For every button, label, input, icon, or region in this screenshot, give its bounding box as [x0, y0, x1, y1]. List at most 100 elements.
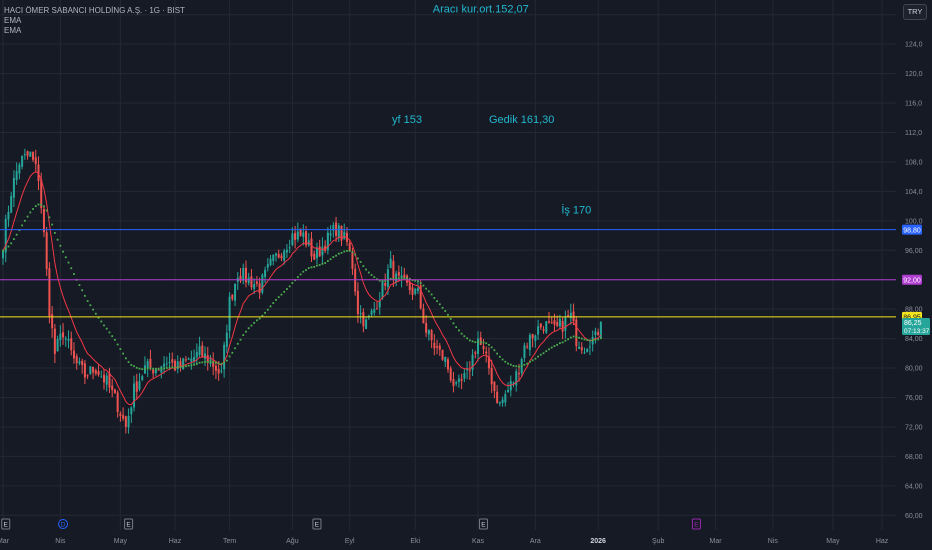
- candle-body: [455, 382, 458, 384]
- candle-body: [266, 264, 269, 268]
- earnings-marker-label: E: [694, 522, 699, 529]
- ema-slow-point: [239, 338, 242, 341]
- ema-slow-point: [567, 338, 570, 341]
- candle-body: [550, 322, 553, 324]
- candle-body: [370, 310, 373, 315]
- candle-body: [247, 277, 250, 284]
- ema-slow-point: [348, 249, 351, 252]
- candle: [528, 332, 531, 356]
- ema-slow-point: [228, 355, 231, 358]
- candle-body: [29, 151, 32, 157]
- ema-slow-point: [515, 365, 518, 368]
- candle-body: [539, 323, 542, 328]
- candle: [113, 388, 116, 394]
- ema-slow-point: [70, 267, 73, 270]
- candle-body: [62, 332, 65, 338]
- candle: [21, 155, 24, 170]
- candle-body: [83, 363, 86, 378]
- candle: [321, 237, 324, 264]
- candle-body: [548, 321, 550, 323]
- x-tick-label: 2026: [590, 538, 606, 545]
- x-tick-label: Haz: [876, 538, 889, 545]
- indicator-ema-2[interactable]: EMA: [4, 26, 22, 35]
- ema-slow-point: [21, 224, 24, 227]
- event-marker[interactable]: E: [124, 518, 134, 530]
- candle: [550, 316, 553, 324]
- candle-body: [485, 351, 488, 354]
- candle: [285, 243, 288, 258]
- candle-body: [386, 269, 389, 288]
- candle: [261, 273, 264, 295]
- candle: [12, 170, 15, 207]
- candle: [501, 396, 504, 407]
- level-label-bg-0: [902, 224, 922, 235]
- indicator-ema-1[interactable]: EMA: [4, 16, 22, 25]
- ema-slow-point: [206, 360, 209, 363]
- candle: [277, 249, 280, 259]
- candle-body: [113, 389, 116, 394]
- candle: [83, 359, 86, 385]
- candle: [228, 292, 231, 339]
- candle: [184, 356, 187, 363]
- candle-body: [157, 369, 160, 371]
- candle: [138, 373, 141, 392]
- candle-body: [258, 283, 261, 293]
- ema-slow-point: [114, 338, 116, 341]
- ema-slow-point: [569, 336, 572, 339]
- event-marker[interactable]: E: [691, 518, 701, 530]
- candle-body: [438, 345, 441, 350]
- candle-body: [163, 363, 166, 367]
- ema-slow-point: [537, 355, 539, 358]
- ema-slow-point: [103, 324, 105, 327]
- ema-slow-point: [138, 367, 141, 370]
- candle: [32, 151, 35, 162]
- candle-body: [302, 232, 305, 237]
- candle: [67, 330, 70, 349]
- candle-body: [411, 287, 414, 295]
- event-marker[interactable]: E: [312, 518, 322, 530]
- currency-button[interactable]: TRY: [903, 4, 927, 20]
- ema-slow-point: [32, 208, 34, 210]
- candle-body: [326, 232, 329, 251]
- dividend-marker: [58, 519, 69, 529]
- candle: [236, 271, 239, 291]
- candle-body: [42, 209, 45, 233]
- event-marker[interactable]: D: [58, 519, 69, 529]
- candle: [135, 373, 138, 399]
- ema-slow-point: [507, 362, 509, 365]
- candle: [127, 408, 130, 434]
- candle-body: [135, 381, 138, 392]
- candle: [288, 239, 291, 253]
- event-marker[interactable]: E: [478, 518, 488, 530]
- candle-body: [427, 329, 430, 335]
- ema-slow-point: [73, 273, 75, 275]
- x-tick-label: Eki: [410, 538, 420, 545]
- ema-slow-point: [512, 364, 515, 367]
- ema-slow-point: [526, 362, 529, 365]
- candle: [119, 411, 122, 422]
- ema-slow-point: [144, 368, 146, 370]
- candle: [86, 374, 89, 380]
- candle-body: [356, 290, 359, 314]
- candle: [493, 381, 496, 399]
- candle: [318, 239, 321, 257]
- ema-slow-point: [318, 264, 321, 266]
- candle: [515, 368, 518, 392]
- candle-body: [315, 247, 318, 259]
- ema-slow-point: [130, 364, 133, 366]
- candle-body: [190, 358, 193, 362]
- candle: [258, 277, 261, 300]
- candle: [296, 222, 299, 243]
- ema-slow-point: [365, 268, 367, 271]
- ema-slow-point: [220, 362, 223, 365]
- ema-slow-point: [359, 261, 362, 263]
- candle-body: [509, 381, 512, 391]
- candle: [10, 192, 13, 214]
- candle: [4, 214, 7, 263]
- candle: [198, 336, 201, 357]
- y-tick-label: 76,00: [905, 395, 923, 402]
- candle: [416, 280, 419, 294]
- event-marker[interactable]: E: [1, 518, 11, 530]
